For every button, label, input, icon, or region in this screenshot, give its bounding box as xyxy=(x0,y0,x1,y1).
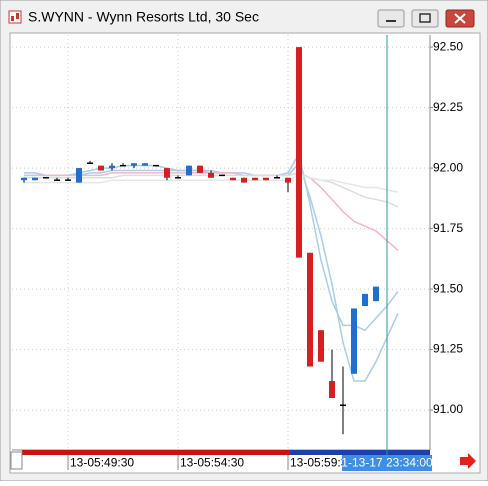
candle-body xyxy=(318,330,324,362)
scroll-track-red xyxy=(22,450,290,455)
candle-body xyxy=(307,252,313,367)
y-tick-label: 92.50 xyxy=(433,39,463,53)
candle-body xyxy=(208,172,214,178)
y-tick-label: 91.50 xyxy=(433,281,463,295)
candle-body xyxy=(351,308,357,374)
window-title: S.WYNN - Wynn Resorts Ltd, 30 Sec xyxy=(28,9,259,25)
candle-body xyxy=(230,177,236,181)
close-glyph xyxy=(454,13,466,24)
candle-body xyxy=(131,163,137,166)
candle-body xyxy=(76,168,82,183)
y-tick-label: 91.75 xyxy=(433,221,463,235)
moving-average xyxy=(24,174,399,194)
y-tick-label: 91.00 xyxy=(433,402,463,416)
candle-body xyxy=(241,177,247,183)
candle-body xyxy=(329,381,335,398)
candle-body xyxy=(252,177,258,181)
candle-body xyxy=(21,177,27,181)
candle-body xyxy=(32,177,38,181)
y-tick-label: 91.25 xyxy=(433,342,463,356)
candle-body xyxy=(373,286,379,302)
app-icon-bar xyxy=(16,13,19,19)
app-icon-bar xyxy=(11,16,14,21)
scroll-right-arrow[interactable] xyxy=(460,453,476,469)
candle-body xyxy=(98,165,104,171)
scroll-track-blue xyxy=(290,450,430,455)
y-tick-label: 92.00 xyxy=(433,160,463,174)
y-tick-label: 92.25 xyxy=(433,100,463,114)
candle-body xyxy=(285,177,291,183)
chart-area xyxy=(9,32,481,474)
minimize-button[interactable] xyxy=(377,9,405,28)
x-tick-label: 13-05:59:30 xyxy=(290,456,354,470)
candle-body xyxy=(142,163,148,166)
candle-body xyxy=(109,165,115,169)
candle-body xyxy=(362,293,368,307)
app-icon xyxy=(8,10,22,24)
x-tick-label: 13-05:54:30 xyxy=(180,456,244,470)
moving-average xyxy=(24,151,399,332)
maximize-glyph xyxy=(419,13,431,23)
candle-body xyxy=(296,47,302,258)
candle-body xyxy=(263,177,269,181)
cursor-label: 1-13-17 23:34:00 xyxy=(341,456,433,470)
cursor-label-box xyxy=(342,455,432,471)
maximize-button[interactable] xyxy=(411,9,439,28)
scroll-box[interactable] xyxy=(10,451,23,470)
candle-body xyxy=(186,165,192,176)
plot: 92.50 92.25 92.00 91.75 91.50 91.25 91.00 13-05… xyxy=(12,35,463,470)
x-tick-label: 13-05:49:30 xyxy=(70,456,134,470)
candle-body xyxy=(197,165,203,173)
candle-body xyxy=(164,168,170,178)
